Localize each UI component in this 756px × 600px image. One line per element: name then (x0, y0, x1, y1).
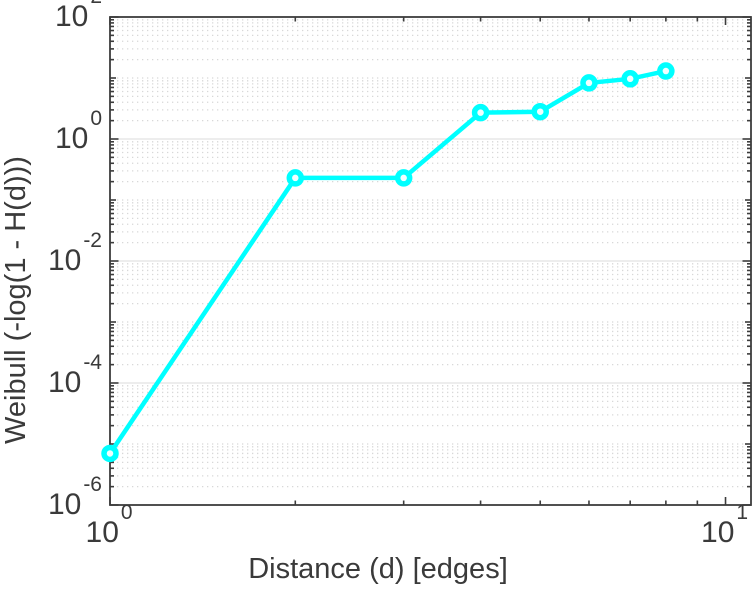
data-point (580, 74, 598, 92)
y-tick-label: 100 (54, 107, 102, 155)
y-tick-label: 102 (54, 0, 102, 33)
y-tick-label: 10-4 (47, 351, 102, 399)
y-tick-label: 10-6 (47, 473, 102, 521)
x-tick-label: 100 (85, 501, 133, 549)
y-axis-label: Weibull (-log(1 - H(d))) (0, 156, 32, 444)
data-point (394, 169, 413, 187)
data-point (286, 169, 305, 187)
x-tick-label: 101 (701, 501, 749, 549)
data-point (471, 103, 490, 122)
plot-border (109, 16, 752, 506)
data-point (531, 102, 549, 121)
data-point (657, 62, 675, 80)
data-point (621, 70, 639, 88)
x-axis-label: Distance (d) [edges] (248, 553, 508, 585)
data-point (101, 444, 119, 463)
y-tick-label: 10-2 (47, 229, 102, 277)
